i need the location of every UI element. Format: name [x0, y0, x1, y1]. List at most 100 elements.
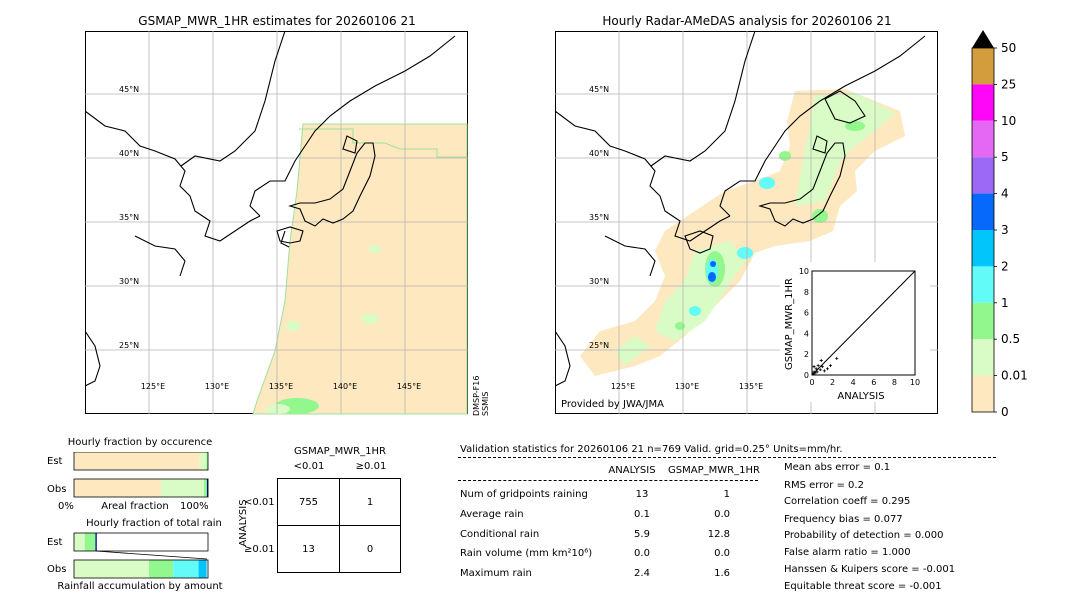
colorbar-segment	[972, 193, 994, 230]
scatter-x-tick: 6	[871, 378, 876, 387]
scatter-point	[835, 356, 839, 360]
occurence-est-label: Est	[47, 456, 63, 467]
colorbar-segment	[972, 230, 994, 267]
left-lon-135: 135°E	[269, 382, 293, 391]
right-map-coastline	[555, 31, 926, 387]
validation-header-rule	[458, 457, 996, 458]
occurence-xlabel: Areal fraction	[101, 501, 169, 512]
contingency-row-axis-label: ANALYSIS	[238, 499, 249, 546]
validation-col-gsmap: GSMAP_MWR_1HR	[668, 465, 760, 476]
left-lat-45: 45°N	[119, 85, 139, 94]
colorbar-label: 25	[1001, 77, 1016, 91]
occurence-x-min: 0%	[58, 501, 74, 512]
scatter-y-tick: 2	[804, 350, 809, 359]
scatter-y-tick: 10	[799, 267, 809, 276]
contingency-cell-10: 13	[302, 544, 315, 555]
left-lat-30: 30°N	[119, 277, 139, 286]
occurence-est-segment	[199, 452, 207, 470]
scatter-x-tick: 2	[830, 378, 835, 387]
score-6: Hanssen & Kuipers score = -0.001	[784, 564, 956, 575]
scatter-points	[811, 356, 839, 376]
contingency-row-lt: <0.01	[244, 497, 275, 508]
score-7: Equitable threat score = -0.001	[784, 581, 942, 592]
scatter-inset: 00 2 2 4 4 6 6 8 8 10 10 ANALYSIS GSMAP_MWR_1HR	[780, 262, 930, 402]
stat-label-0: Num of gridpoints raining	[460, 489, 588, 500]
occurence-obs-segment	[206, 479, 209, 497]
scatter-point	[816, 364, 820, 368]
scatter-ylabel: GSMAP_MWR_1HR	[784, 278, 795, 370]
scatter-x-tick: 8	[892, 378, 897, 387]
colorbar-label: 3	[1001, 223, 1009, 237]
right-map: 45°N 40°N 35°N 30°N 25°N 125°E 130°E 135…	[555, 31, 938, 414]
colorbar-label: 50	[1001, 41, 1016, 55]
right-map-grid	[555, 31, 938, 414]
scatter-x-tick: 10	[910, 378, 920, 387]
colorbar-segment	[972, 120, 994, 158]
right-map-lon-labels: 125°E 130°E 135°E	[611, 382, 763, 391]
scatter-y-tick: 6	[804, 309, 809, 318]
colorbar-label: 0.5	[1001, 332, 1020, 346]
left-map-lat-labels: 45°N 40°N 35°N 30°N 25°N	[119, 85, 139, 350]
contingency-cell-11: 0	[366, 544, 374, 555]
totalrain-obs-segment	[74, 560, 150, 578]
scatter-point	[818, 368, 822, 372]
totalrain-obs-segment	[173, 560, 199, 578]
totalrain-obs-segment	[198, 560, 207, 578]
left-lat-40: 40°N	[119, 149, 139, 158]
contingency-col-lt: <0.01	[293, 461, 325, 472]
score-5: False alarm ratio = 1.000	[784, 547, 911, 558]
scatter-y-tick: 4	[804, 329, 809, 338]
score-1: RMS error = 0.2	[784, 480, 864, 491]
right-lon-130: 130°E	[675, 382, 699, 391]
left-map-lon-labels: 125°E 130°E 135°E 140°E 145°E	[141, 382, 421, 391]
right-map-lat-labels: 45°N 40°N 35°N 30°N 25°N	[589, 85, 609, 350]
left-map-grid	[85, 31, 468, 414]
stat-analysis-4: 2.4	[634, 568, 650, 579]
scatter-y-tick: 0	[804, 371, 809, 380]
occurence-est-segment	[74, 452, 200, 470]
scatter-point	[829, 364, 833, 368]
occurence-bars	[73, 452, 209, 498]
right-lat-45: 45°N	[589, 85, 609, 94]
colorbar-label: 0	[1001, 405, 1009, 418]
colorbar-segment	[972, 375, 994, 412]
totalrain-obs-segment	[149, 560, 174, 578]
colorbar-segment	[972, 48, 994, 85]
score-0: Mean abs error = 0.1	[784, 462, 891, 473]
validation-col-rule	[458, 480, 758, 481]
colorbar-label: 4	[1001, 187, 1009, 201]
scatter-point	[820, 365, 824, 369]
right-map-light-rain	[795, 93, 895, 206]
scatter-point	[819, 358, 823, 362]
contingency-table: 755 1 13 0	[277, 478, 401, 573]
occurence-obs-segment	[203, 479, 207, 497]
scatter-point	[825, 367, 829, 371]
left-lon-130: 130°E	[205, 382, 229, 391]
validation-header: Validation statistics for 20260106 21 n=…	[460, 444, 843, 455]
colorbar-segment	[972, 84, 994, 121]
score-3: Frequency bias = 0.077	[784, 514, 903, 525]
scatter-xlabel: ANALYSIS	[837, 391, 884, 402]
totalrain-bars	[73, 532, 209, 579]
validation-col-analysis: ANALYSIS	[608, 465, 656, 476]
overpass-satellite: DMSP-F16	[472, 376, 481, 416]
right-lat-30: 30°N	[589, 277, 609, 286]
colorbar-segment	[972, 157, 994, 194]
scatter-point	[812, 365, 816, 369]
left-map: 45°N 40°N 35°N 30°N 25°N 125°E 130°E 135…	[85, 31, 468, 415]
stat-analysis-1: 0.1	[634, 509, 650, 520]
scatter-x-tick: 0	[809, 378, 814, 387]
contingency-row-ge: ≥0.01	[244, 544, 275, 555]
right-map-heavy-rain	[708, 272, 716, 282]
left-lon-140: 140°E	[333, 382, 357, 391]
contingency-cell-00: 755	[298, 497, 319, 508]
right-lon-135: 135°E	[739, 382, 763, 391]
totalrain-est-segment	[84, 533, 96, 551]
colorbar-label: 0.01	[1001, 369, 1028, 383]
right-map-credit: Provided by JWA/JMA	[561, 399, 664, 410]
score-4: Probability of detection = 0.000	[784, 530, 944, 541]
occurence-title: Hourly fraction by occurence	[67, 437, 213, 448]
colorbar-segment	[972, 339, 994, 376]
scatter-point	[822, 369, 826, 373]
occurence-est-segment	[206, 452, 208, 470]
